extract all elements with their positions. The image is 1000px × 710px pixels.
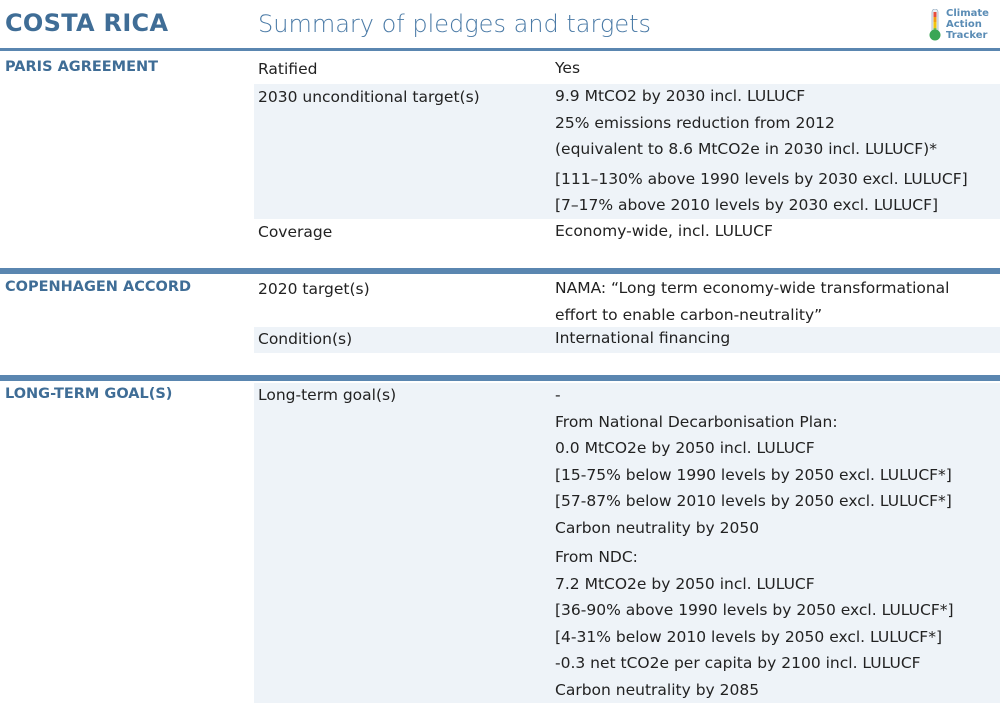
row-value: 25% emissions reduction from 2012 [555,113,835,132]
row-value: (equivalent to 8.6 MtCO2e in 2030 incl. … [555,140,937,158]
table-row: Coverage Economy-wide, incl. LULUCF [254,219,1000,246]
row-value: From National Decarbonisation Plan: [555,412,838,431]
row-label: Long-term goal(s) [258,386,397,404]
climate-action-tracker-logo: Climate Action Tracker [929,7,999,43]
row-label: 2030 unconditional target(s) [258,88,480,106]
section-divider [0,48,1000,51]
section-divider [0,375,1000,381]
row-value: [4-31% below 2010 levels by 2050 excl. L… [555,627,942,646]
row-label: Coverage [258,223,333,241]
row-value: Yes [555,59,581,77]
row-value: -0.3 net tCO2e per capita by 2100 incl. … [555,654,921,672]
row-value: effort to enable carbon-neutrality” [555,305,823,324]
row-label: Condition(s) [258,330,353,348]
row-value: NAMA: “Long term economy-wide transforma… [555,279,950,297]
thermometer-icon [929,9,941,41]
logo-line-1: Climate [946,8,989,19]
row-label: Ratified [258,60,318,78]
row-value: [15-75% below 1990 levels by 2050 excl. … [555,465,952,484]
logo-line-2: Action [946,19,982,30]
row-value: [7–17% above 2010 levels by 2030 excl. L… [555,196,939,214]
row-value: 7.2 MtCO2e by 2050 incl. LULUCF [555,574,815,593]
logo-line-3: Tracker [946,30,988,41]
row-value: International financing [555,329,731,347]
row-label: 2020 target(s) [258,280,370,298]
section-divider [0,268,1000,274]
table-row: 2030 unconditional target(s) 9.9 MtCO2 b… [254,84,1000,219]
row-value: Economy-wide, incl. LULUCF [555,222,773,240]
table-row: Condition(s) International financing [254,327,1000,353]
row-value: From NDC: [555,548,638,566]
row-value: 9.9 MtCO2 by 2030 incl. LULUCF [555,87,806,105]
row-value: [111–130% above 1990 levels by 2030 excl… [555,169,968,188]
table-row: Long-term goal(s) - From National Decarb… [254,383,1000,703]
row-value: - [555,386,561,404]
row-value: [36-90% above 1990 levels by 2050 excl. … [555,601,954,619]
page-header: COSTA RICA Summary of pledges and target… [0,0,1000,48]
section-label-paris: PARIS AGREEMENT [5,59,159,75]
row-value: [57-87% below 2010 levels by 2050 excl. … [555,492,952,510]
table-row: 2020 target(s) NAMA: “Long term economy-… [254,276,1000,327]
row-value: 0.0 MtCO2e by 2050 incl. LULUCF [555,439,815,457]
section-label-copenhagen: COPENHAGEN ACCORD [5,279,192,295]
section-label-long-term: LONG-TERM GOAL(S) [5,386,173,402]
row-value: Carbon neutrality by 2085 [555,680,760,699]
table-row: Ratified Yes [254,56,1000,84]
row-value: Carbon neutrality by 2050 [555,518,760,537]
page-subtitle: Summary of pledges and targets [258,10,651,38]
country-title: COSTA RICA [5,9,169,37]
